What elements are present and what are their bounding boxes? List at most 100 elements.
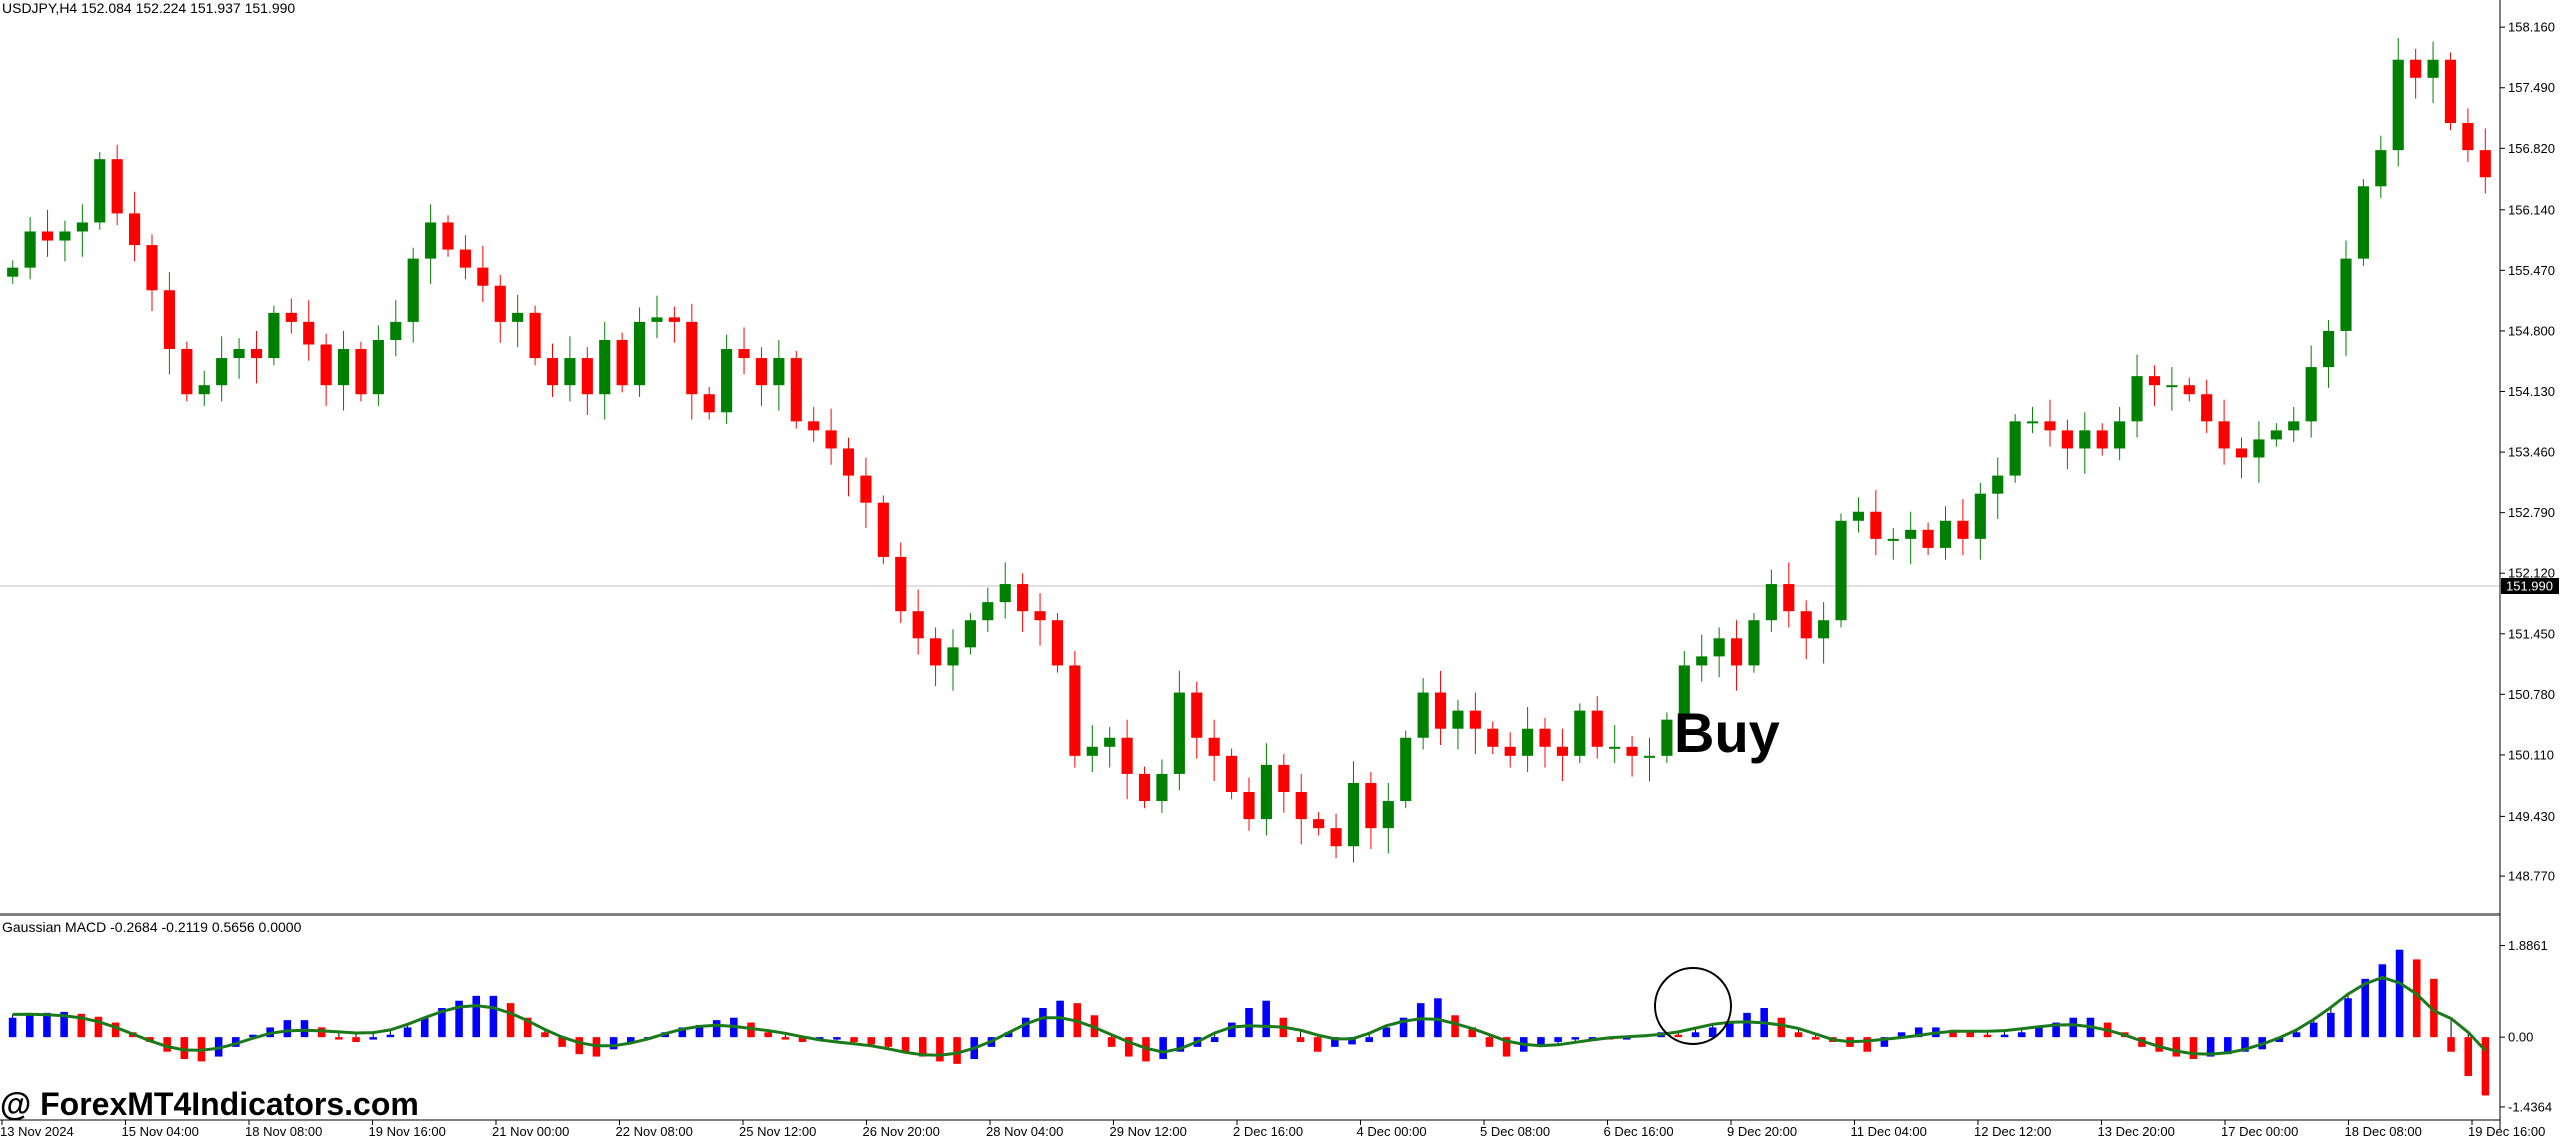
- time-tick-label: 9 Dec 20:00: [1727, 1124, 1797, 1139]
- candle: [1730, 620, 1743, 691]
- candle: [407, 247, 419, 343]
- histogram-bar: [438, 1008, 446, 1038]
- candle: [2357, 179, 2369, 266]
- histogram-bar: [506, 1003, 515, 1038]
- pane-separator[interactable]: [0, 913, 2500, 916]
- histogram-bar: [695, 1025, 704, 1038]
- candle: [1974, 482, 1986, 560]
- candle: [198, 370, 210, 406]
- candle: [285, 298, 297, 334]
- candle: [599, 321, 611, 420]
- candle: [1417, 678, 1429, 750]
- current-price-tag: 151.990: [2501, 578, 2559, 594]
- price-tick-label: 154.130: [2508, 384, 2555, 399]
- candle: [1609, 725, 1621, 764]
- price-axis: 158.160 157.490 156.820 156.140 155.470 154.8…: [2499, 0, 2559, 1130]
- candle: [425, 204, 437, 284]
- candle: [668, 306, 680, 343]
- candle: [372, 325, 384, 406]
- candle: [895, 542, 907, 623]
- candle: [1539, 717, 1551, 768]
- histogram-bar: [764, 1032, 772, 1038]
- time-tick-label: 5 Dec 08:00: [1480, 1124, 1550, 1139]
- histogram-bar: [1176, 1037, 1185, 1052]
- candle: [1887, 528, 1899, 560]
- candle: [2427, 41, 2439, 104]
- candle: [1905, 511, 1917, 565]
- time-tick-label: 13 Dec 20:00: [2098, 1124, 2175, 1139]
- price-tick-label: 156.140: [2508, 202, 2555, 217]
- time-tick-label: 13 Nov 2024: [0, 1124, 74, 1139]
- histogram-bar: [420, 1017, 429, 1038]
- candle: [459, 235, 472, 280]
- histogram-bar: [455, 1000, 463, 1038]
- candle: [1818, 602, 1830, 664]
- candle: [1313, 811, 1325, 836]
- candle: [2340, 240, 2352, 357]
- price-tick-label: 150.110: [2508, 747, 2554, 762]
- candle: [1696, 634, 1708, 682]
- histogram-bar: [2378, 964, 2387, 1038]
- histogram-bar: [1313, 1037, 1322, 1052]
- candle: [964, 612, 976, 655]
- histogram-bar: [1125, 1037, 1133, 1057]
- indicator-tick-label: -1.4364: [2508, 1099, 2552, 1114]
- candle: [930, 627, 942, 687]
- candle: [2479, 128, 2491, 194]
- candle: [390, 300, 402, 357]
- histogram-bar: [2327, 1012, 2335, 1038]
- indicator-info-label: Gaussian MACD -0.2684 -0.2119 0.5656 0.0…: [2, 919, 302, 935]
- candle: [1330, 813, 1342, 858]
- histogram-bar: [1691, 1032, 1700, 1038]
- price-pane[interactable]: [0, 38, 2500, 863]
- buy-annotation: Buy: [1674, 701, 1780, 764]
- candle: [1173, 670, 1185, 791]
- macd-signal-line: [12, 975, 2487, 1057]
- histogram-bar: [2035, 1027, 2043, 1038]
- candle: [1504, 732, 1516, 768]
- candle: [181, 341, 193, 402]
- histogram-bar: [918, 1037, 927, 1057]
- price-tick-label: 153.460: [2508, 445, 2555, 460]
- candle: [616, 332, 628, 393]
- candle: [1243, 777, 1255, 831]
- candle: [1452, 699, 1464, 750]
- histogram-bar: [2172, 1037, 2181, 1057]
- histogram-bar: [2309, 1022, 2318, 1038]
- candle: [721, 334, 733, 425]
- histogram-bar: [1537, 1037, 1545, 1047]
- histogram-bar: [1210, 1037, 1219, 1042]
- histogram-bar: [1949, 1029, 1957, 1038]
- histogram-bar: [1021, 1017, 1030, 1038]
- histogram-bar: [111, 1022, 120, 1038]
- candle: [1260, 743, 1272, 836]
- candle: [111, 144, 123, 226]
- candle: [1034, 593, 1046, 646]
- watermark-text: @ ForexMT4Indicators.com: [0, 1086, 419, 1122]
- indicator-pane[interactable]: [8, 949, 2490, 1096]
- histogram-bar: [232, 1037, 240, 1047]
- histogram-bar: [2292, 1032, 2301, 1038]
- histogram-bar: [1485, 1037, 1494, 1047]
- histogram-bar: [43, 1012, 51, 1038]
- candle: [1069, 650, 1081, 768]
- histogram-bar: [798, 1037, 807, 1042]
- candle: [564, 336, 576, 402]
- candle: [1661, 712, 1673, 764]
- time-tick-label: 22 Nov 08:00: [616, 1124, 693, 1139]
- histogram-bar: [1159, 1037, 1167, 1059]
- candle: [1748, 612, 1760, 673]
- candle: [825, 408, 837, 465]
- indicator-axis-ticks: 1.8861 0.00 -1.4364: [2500, 938, 2552, 1114]
- histogram-bar: [1331, 1037, 1339, 1047]
- candle: [24, 217, 36, 280]
- histogram-bar: [2275, 1037, 2284, 1042]
- histogram-bar: [936, 1037, 944, 1062]
- histogram-bar: [283, 1020, 292, 1038]
- candle: [581, 347, 593, 416]
- candle: [912, 589, 924, 655]
- candle: [982, 587, 994, 632]
- histogram-bar: [1296, 1037, 1305, 1042]
- candle: [494, 274, 506, 343]
